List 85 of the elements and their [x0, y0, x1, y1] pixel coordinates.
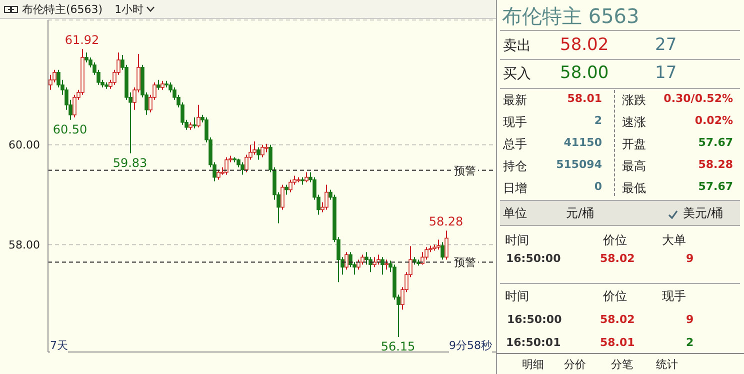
text: 17 — [655, 63, 677, 83]
text: 58.28 — [698, 158, 733, 171]
text: 515094 — [556, 158, 602, 171]
text: 58.00 — [560, 63, 609, 83]
text: 最高 — [622, 158, 646, 175]
candlestick — [260, 144, 264, 158]
text: 价位 — [603, 288, 627, 305]
text: 0.30/0.52% — [664, 92, 733, 105]
text: 58.01 — [567, 92, 602, 105]
text: 速涨 — [622, 114, 646, 131]
candlestick — [440, 242, 444, 260]
text: 总手 — [503, 136, 527, 153]
text: 58.02 — [600, 252, 635, 265]
candlestick — [360, 254, 364, 266]
candlestick — [424, 246, 428, 260]
text: 单位 — [503, 205, 527, 222]
candlestick — [196, 104, 200, 128]
text: 元/桶 — [566, 205, 594, 222]
text: 最新 — [503, 92, 527, 109]
text: 美元/桶 — [683, 205, 724, 222]
text: 0 — [594, 180, 602, 193]
text: 时间 — [505, 232, 529, 249]
text: 41150 — [564, 136, 602, 149]
candlestick — [324, 184, 328, 210]
candlestick — [372, 256, 376, 268]
candlestick — [72, 94, 76, 118]
candlestick — [240, 162, 244, 176]
text: 58.01 — [600, 336, 635, 349]
text: 明细 — [522, 357, 544, 372]
text: 买入 — [503, 65, 531, 83]
ref-line-label: 预警 — [454, 256, 476, 270]
text: 2 — [594, 114, 602, 127]
text: 16:50:00 — [507, 313, 562, 326]
text: 16:50:00 — [506, 252, 561, 265]
candlestick — [288, 179, 292, 193]
text: 统计 — [656, 357, 678, 372]
candlestick — [444, 230, 448, 260]
text: 现手 — [662, 288, 686, 305]
text: 开盘 — [622, 136, 646, 153]
chart-title: 布伦特主(6563) — [22, 2, 103, 16]
candlestick — [224, 156, 228, 176]
candlestick — [48, 74, 52, 90]
annotation: 58.28 — [428, 214, 464, 229]
candlestick — [192, 116, 196, 129]
text: 大单 — [662, 232, 686, 249]
text: 时间 — [505, 288, 529, 305]
text: 最低 — [622, 180, 646, 197]
candlestick — [380, 256, 384, 276]
text: 58.02 — [600, 313, 635, 326]
text: 涨跌 — [622, 92, 646, 109]
text: 9 — [686, 252, 694, 265]
candlestick — [284, 184, 288, 196]
annotation: 56.15 — [380, 340, 416, 354]
text: 27 — [655, 35, 677, 55]
chart-subtitle: 1小时 — [114, 2, 144, 16]
text: 57.67 — [698, 136, 733, 149]
annotation: 7天 — [50, 338, 68, 353]
text: 57.67 — [698, 180, 733, 193]
text: 分价 — [564, 357, 586, 372]
y-tick-label: 60.00 — [8, 138, 40, 152]
text: 2 — [686, 336, 694, 349]
candlestick — [256, 146, 260, 160]
text: 9 — [686, 313, 694, 326]
candlestick — [344, 252, 348, 270]
candlestick — [436, 239, 440, 250]
text: 58.02 — [560, 35, 609, 55]
candlestick — [280, 184, 284, 210]
candlestick — [216, 169, 220, 180]
text: 分笔 — [611, 357, 633, 372]
candlestick — [156, 79, 160, 90]
text: 日增 — [503, 180, 527, 197]
candlestick — [304, 172, 308, 183]
text: 16:50:01 — [506, 336, 561, 349]
ref-line-label: 预警 — [454, 164, 476, 178]
text: 持仓 — [503, 158, 527, 175]
annotation: 59.83 — [112, 156, 148, 170]
text: 布伦特主 6563 — [502, 3, 640, 30]
candlestick — [384, 259, 388, 270]
annotation: 60.50 — [52, 122, 88, 136]
text: 9分58秒 — [449, 338, 492, 353]
text: 0.02% — [694, 114, 733, 127]
text: 现手 — [503, 114, 527, 131]
text: 价位 — [603, 232, 627, 249]
annotation: 61.92 — [64, 32, 100, 47]
text: 卖出 — [503, 37, 531, 55]
